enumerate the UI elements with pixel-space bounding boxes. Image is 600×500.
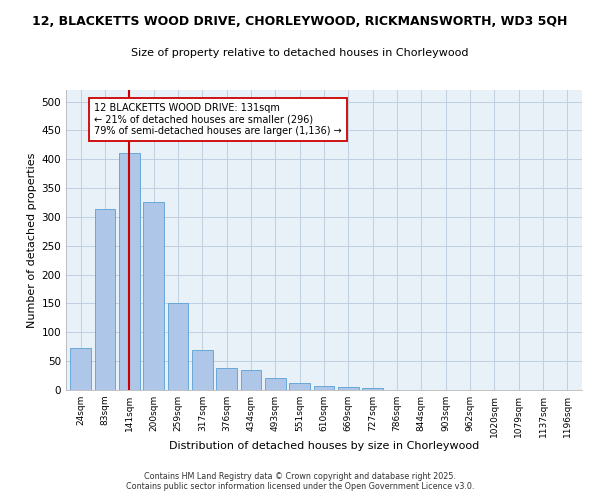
- Text: Contains HM Land Registry data © Crown copyright and database right 2025.: Contains HM Land Registry data © Crown c…: [144, 472, 456, 481]
- Bar: [192, 350, 212, 390]
- Text: Contains public sector information licensed under the Open Government Licence v3: Contains public sector information licen…: [126, 482, 474, 491]
- Bar: [362, 388, 383, 390]
- Bar: [95, 210, 115, 390]
- Bar: [119, 154, 140, 390]
- Bar: [70, 348, 91, 390]
- Bar: [216, 368, 237, 390]
- Bar: [265, 378, 286, 390]
- Bar: [338, 387, 359, 390]
- X-axis label: Distribution of detached houses by size in Chorleywood: Distribution of detached houses by size …: [169, 441, 479, 451]
- Bar: [241, 370, 262, 390]
- Text: 12, BLACKETTS WOOD DRIVE, CHORLEYWOOD, RICKMANSWORTH, WD3 5QH: 12, BLACKETTS WOOD DRIVE, CHORLEYWOOD, R…: [32, 15, 568, 28]
- Bar: [167, 304, 188, 390]
- Bar: [143, 202, 164, 390]
- Text: 12 BLACKETTS WOOD DRIVE: 131sqm
← 21% of detached houses are smaller (296)
79% o: 12 BLACKETTS WOOD DRIVE: 131sqm ← 21% of…: [94, 102, 342, 136]
- Bar: [289, 382, 310, 390]
- Y-axis label: Number of detached properties: Number of detached properties: [27, 152, 37, 328]
- Text: Size of property relative to detached houses in Chorleywood: Size of property relative to detached ho…: [131, 48, 469, 58]
- Bar: [314, 386, 334, 390]
